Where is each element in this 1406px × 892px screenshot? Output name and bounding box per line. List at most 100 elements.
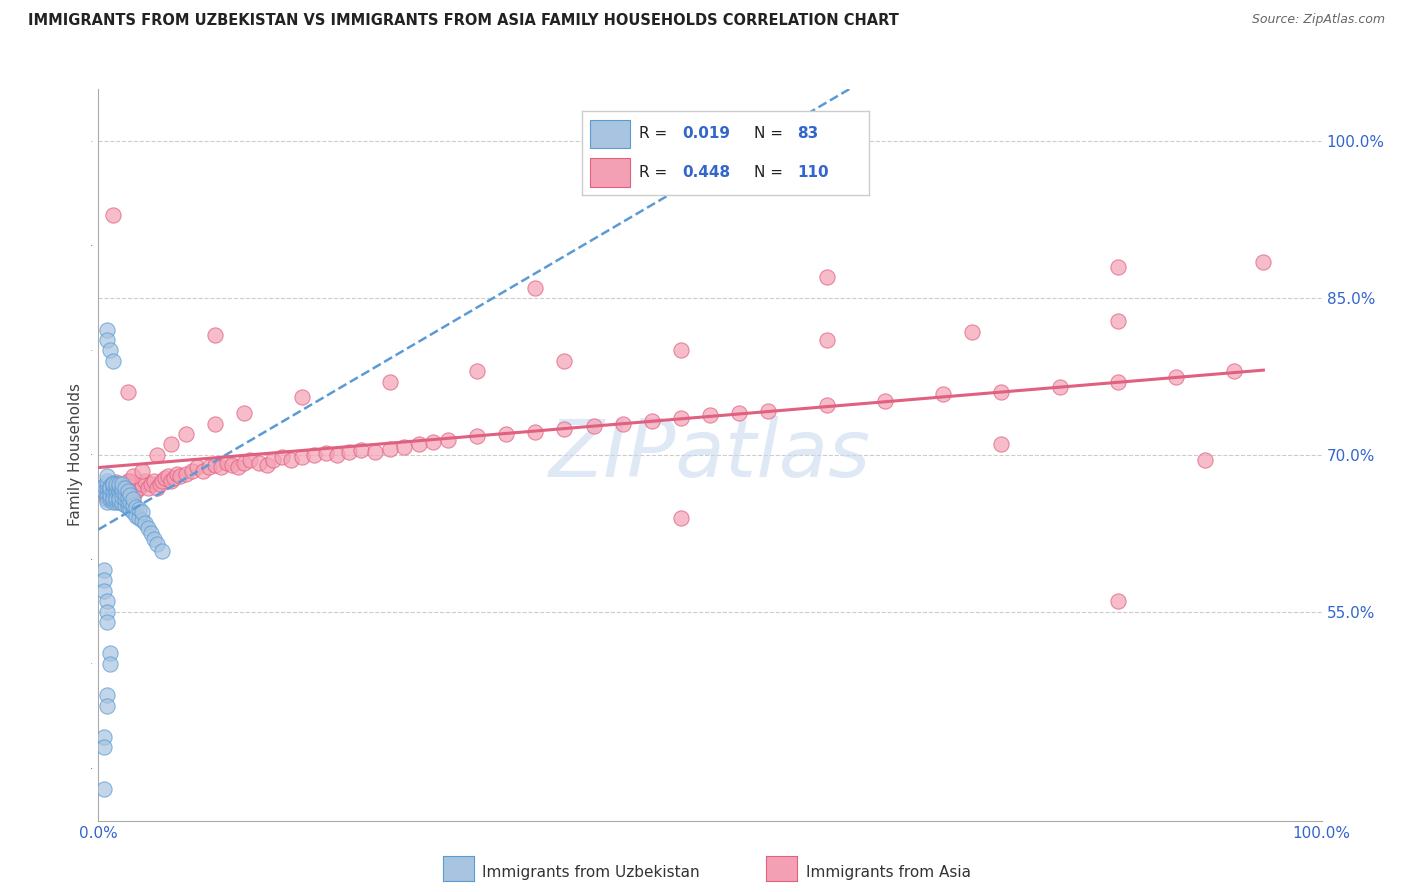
Point [932,387,955,401]
Point [104,490,127,504]
Point [101,354,124,368]
Point [465,364,488,378]
Point [815,270,838,285]
Point [315,446,337,460]
Point [104,484,127,499]
Point [122,468,145,483]
Point [111,490,134,504]
Point [120,474,142,488]
Point [96,495,118,509]
Point [221,458,243,473]
Point [101,490,124,504]
Point [122,498,145,512]
Point [96,688,118,702]
Point [465,429,488,443]
Point [96,333,118,347]
Point [101,495,124,509]
Point [125,500,148,515]
Point [98,491,121,506]
Point [256,458,278,473]
Point [114,481,136,495]
Point [873,393,896,408]
Point [233,456,256,470]
Point [180,464,202,478]
Point [108,481,131,495]
Point [1107,594,1129,608]
Point [122,505,145,519]
Point [98,490,121,504]
Point [104,475,127,489]
Point [101,476,124,491]
Point [101,479,124,493]
Point [108,490,131,504]
Point [93,484,115,499]
Point [108,484,131,499]
Point [128,502,150,516]
Point [111,481,134,495]
Point [96,468,118,483]
Point [104,495,127,509]
Point [108,495,131,509]
Point [134,516,156,530]
Point [120,495,142,509]
Point [96,481,118,495]
Point [582,418,605,433]
Point [117,484,139,499]
Point [247,456,270,470]
Point [142,532,165,546]
Point [98,481,121,495]
Point [326,448,349,462]
Point [125,508,148,523]
Point [96,477,118,491]
Point [101,484,124,499]
Point [198,460,221,475]
Point [98,479,121,493]
Point [1049,380,1071,394]
Point [226,460,249,475]
Point [337,444,360,458]
Point [101,477,124,491]
Point [101,488,124,502]
Point [990,385,1012,400]
Point [117,474,139,488]
Point [128,510,150,524]
Point [174,427,197,442]
Point [114,486,136,500]
Point [96,481,118,495]
Point [669,411,692,425]
Point [96,490,118,504]
Point [101,208,124,222]
Point [1107,375,1129,389]
Point [98,484,121,499]
Point [131,505,153,519]
Point [120,502,142,516]
Point [93,782,115,797]
Point [1164,369,1187,384]
Point [174,467,197,481]
Point [155,471,177,485]
Point [392,440,416,454]
Point [204,458,226,473]
Text: IMMIGRANTS FROM UZBEKISTAN VS IMMIGRANTS FROM ASIA FAMILY HOUSEHOLDS CORRELATION: IMMIGRANTS FROM UZBEKISTAN VS IMMIGRANTS… [28,13,898,29]
Point [93,583,115,598]
Point [186,460,208,475]
Point [553,422,575,436]
Point [114,498,136,512]
Point [108,491,131,506]
Point [204,417,226,431]
Point [93,740,115,755]
Point [280,453,302,467]
Point [302,448,325,462]
Point [96,486,118,500]
Point [291,391,314,405]
Point [117,490,139,504]
Point [98,479,121,493]
Point [157,468,180,483]
Point [136,481,159,495]
Text: Immigrants from Asia: Immigrants from Asia [806,865,970,880]
Point [139,477,162,491]
Point [101,477,124,491]
Point [193,464,215,478]
Point [204,327,226,342]
Point [524,425,547,439]
